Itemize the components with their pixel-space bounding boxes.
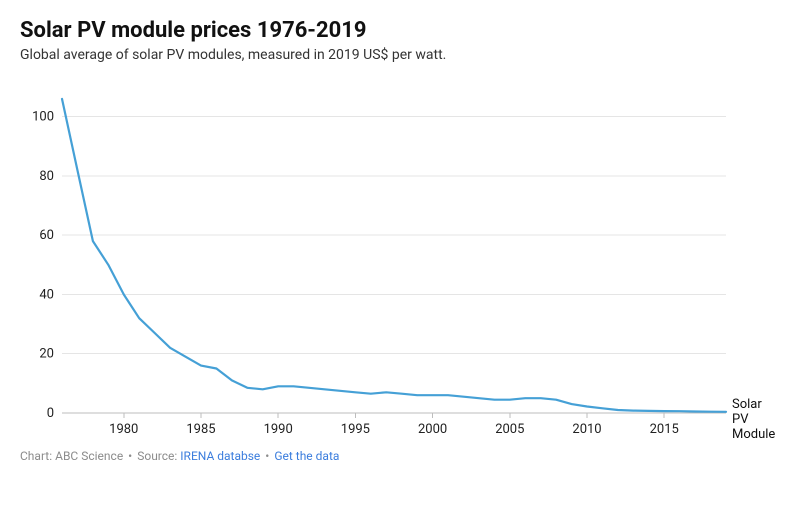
x-tick-label: 2005 bbox=[495, 422, 524, 437]
x-tick-label: 1990 bbox=[264, 422, 293, 437]
y-tick-label: 20 bbox=[39, 347, 54, 362]
y-tick-label: 60 bbox=[39, 228, 54, 243]
footer-source-prefix: Source: bbox=[137, 449, 180, 463]
y-tick-label: 80 bbox=[39, 169, 54, 184]
chart-title: Solar PV module prices 1976-2019 bbox=[20, 18, 781, 43]
x-tick-label: 2010 bbox=[572, 422, 601, 437]
price-series-line bbox=[62, 99, 726, 412]
chart-plot-area: 0 20 40 60 80 100 1980 1985 1990 1995 2000 2005 2010… bbox=[20, 83, 780, 443]
x-tick-label: 1995 bbox=[341, 422, 370, 437]
x-tick-label: 1985 bbox=[186, 422, 215, 437]
footer-separator: • bbox=[126, 449, 134, 463]
footer-separator-2: • bbox=[263, 449, 271, 463]
footer-chart-prefix: Chart: bbox=[20, 449, 55, 463]
footer-chart-by: ABC Science bbox=[55, 449, 123, 463]
get-data-link[interactable]: Get the data bbox=[274, 449, 339, 463]
chart-container: Solar PV module prices 1976-2019 Global … bbox=[0, 0, 801, 510]
y-tick-label: 0 bbox=[47, 406, 54, 421]
source-link[interactable]: IRENA databse bbox=[180, 449, 260, 463]
y-tick-label: 100 bbox=[32, 110, 54, 125]
y-tick-label: 40 bbox=[39, 287, 54, 302]
x-tick-label: 2015 bbox=[650, 422, 679, 437]
series-label: SolarPVModuleCost bbox=[732, 397, 775, 443]
x-tick-label: 2000 bbox=[418, 422, 447, 437]
chart-footer: Chart: ABC Science • Source: IRENA datab… bbox=[20, 449, 781, 463]
chart-subtitle: Global average of solar PV modules, meas… bbox=[20, 47, 781, 63]
line-chart-svg: 0 20 40 60 80 100 1980 1985 1990 1995 2000 2005 2010… bbox=[20, 83, 780, 443]
x-tick-label: 1980 bbox=[109, 422, 138, 437]
